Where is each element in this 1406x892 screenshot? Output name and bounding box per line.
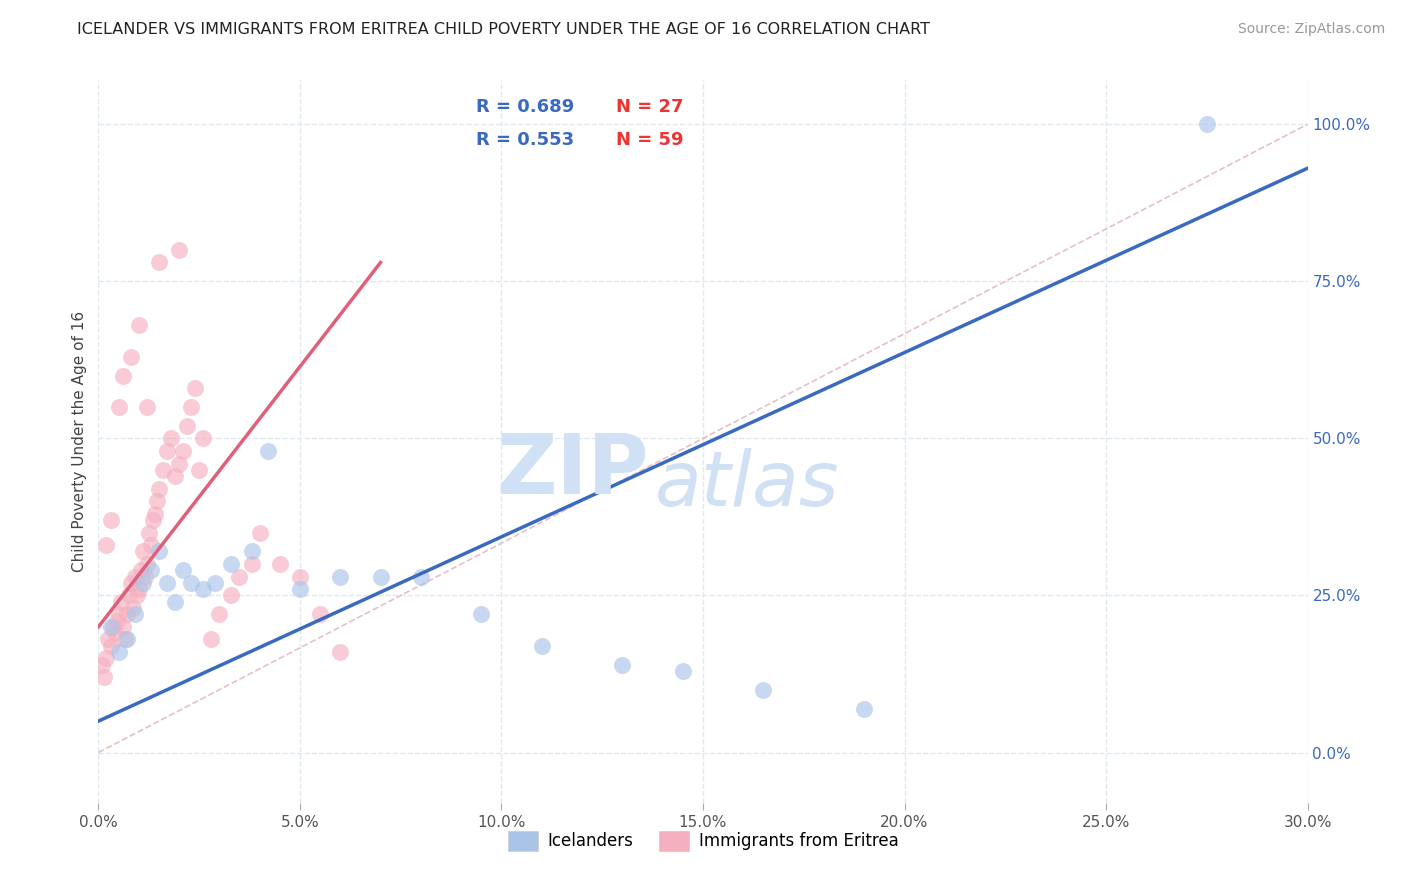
Point [329,569,352,583]
Point [107,607,129,622]
Text: N = 27: N = 27 [616,98,683,116]
Point [111,620,134,634]
Point [142,513,165,527]
Text: R = 0.553: R = 0.553 [475,131,574,149]
Point [288,569,311,583]
Point [172,563,194,577]
Point [100,620,122,634]
Point [135,400,157,414]
Point [256,444,278,458]
Point [163,595,186,609]
Point [118,589,141,603]
Point [132,544,155,558]
Text: N = 59: N = 59 [616,131,683,149]
Point [163,469,186,483]
Text: ZIP: ZIP [496,430,648,511]
Point [96,651,118,665]
Point [132,575,155,590]
Point [167,243,190,257]
Text: R = 0.689: R = 0.689 [475,98,574,116]
Point [128,582,150,597]
Point [121,601,143,615]
Legend: Icelanders, Immigrants from Eritrea: Icelanders, Immigrants from Eritrea [499,822,907,860]
Point [114,632,136,647]
Point [110,595,132,609]
Point [228,569,250,583]
Point [100,513,122,527]
Point [115,607,138,622]
Point [101,620,124,634]
Point [105,614,128,628]
Point [470,607,492,622]
Point [97,632,120,647]
Point [530,639,553,653]
Point [93,670,115,684]
Point [128,318,150,333]
Point [107,400,129,414]
Point [167,457,190,471]
Point [200,632,222,647]
Point [129,563,152,577]
Point [120,350,142,364]
Point [148,482,170,496]
Point [672,664,695,678]
Point [193,431,215,445]
Point [752,682,775,697]
Point [221,589,243,603]
Point [115,632,138,647]
Point [208,607,231,622]
Point [139,538,162,552]
Point [148,544,170,558]
Text: ICELANDER VS IMMIGRANTS FROM ERITREA CHILD POVERTY UNDER THE AGE OF 16 CORRELATI: ICELANDER VS IMMIGRANTS FROM ERITREA CHI… [77,22,931,37]
Point [124,607,146,622]
Point [148,255,170,269]
Point [124,569,146,583]
Point [100,639,122,653]
Text: atlas: atlas [655,448,839,522]
Point [180,575,202,590]
Point [612,657,634,672]
Point [288,582,311,597]
Point [188,463,211,477]
Point [309,607,332,622]
Text: Source: ZipAtlas.com: Source: ZipAtlas.com [1237,22,1385,37]
Point [103,626,125,640]
Point [134,569,156,583]
Y-axis label: Child Poverty Under the Age of 16: Child Poverty Under the Age of 16 [72,311,87,572]
Point [135,557,157,571]
Point [1195,117,1218,131]
Point [221,557,243,571]
Point [249,525,271,540]
Point [370,569,392,583]
Point [96,538,118,552]
Point [125,589,148,603]
Point [176,418,198,433]
Point [146,494,169,508]
Point [156,575,179,590]
Point [184,381,207,395]
Point [329,645,352,659]
Point [152,463,174,477]
Point [160,431,183,445]
Point [107,645,129,659]
Point [240,557,263,571]
Point [143,507,166,521]
Point [180,400,202,414]
Point [853,701,876,715]
Point [138,525,160,540]
Point [156,444,179,458]
Point [111,368,134,383]
Point [204,575,226,590]
Point [172,444,194,458]
Point [269,557,291,571]
Point [240,544,263,558]
Point [139,563,162,577]
Point [91,657,114,672]
Point [120,575,142,590]
Point [409,569,432,583]
Point [193,582,215,597]
